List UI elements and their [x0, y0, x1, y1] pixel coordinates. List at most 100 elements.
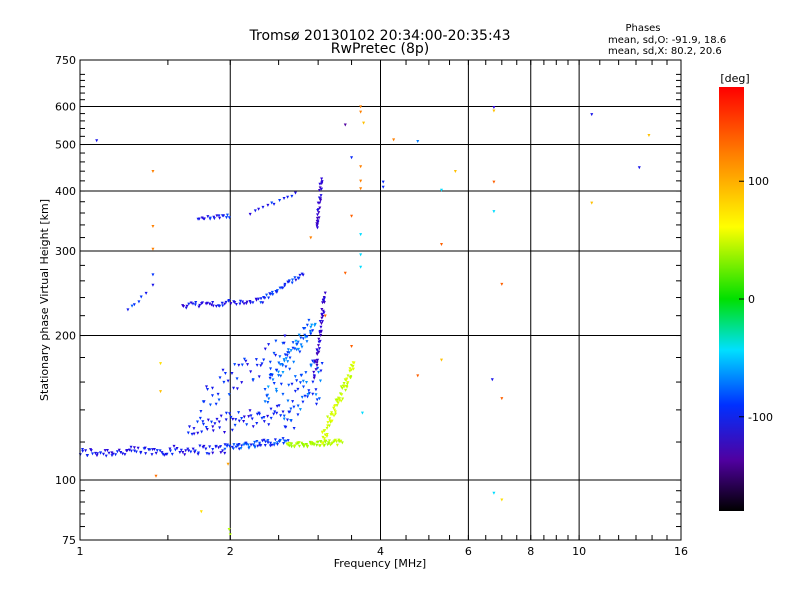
data-point	[305, 335, 309, 339]
data-point	[232, 443, 236, 447]
data-point	[319, 333, 323, 337]
data-point	[154, 474, 158, 478]
data-point	[269, 367, 273, 371]
data-point	[314, 368, 318, 372]
data-point	[325, 426, 329, 430]
data-point	[84, 449, 88, 453]
data-point	[323, 439, 327, 443]
data-point	[193, 449, 197, 453]
y-tick-label: 400	[55, 185, 76, 198]
data-point	[251, 301, 255, 305]
data-point	[191, 302, 195, 306]
x-tick-label: 16	[674, 545, 688, 558]
data-point	[255, 363, 259, 367]
data-point	[492, 210, 496, 214]
data-point	[327, 442, 331, 446]
data-point	[296, 404, 300, 408]
data-point	[266, 385, 270, 389]
data-point	[229, 415, 233, 419]
data-point	[311, 329, 315, 333]
data-point	[263, 296, 267, 300]
data-point	[196, 451, 200, 455]
data-point	[228, 533, 232, 537]
data-point	[270, 374, 274, 378]
x-tick-label: 4	[377, 545, 384, 558]
data-point	[237, 443, 241, 447]
data-point	[95, 454, 99, 458]
y-tick-label: 75	[62, 534, 76, 547]
data-point	[326, 421, 330, 425]
data-point	[223, 372, 227, 376]
data-point	[93, 451, 97, 455]
data-point	[253, 209, 257, 213]
data-point	[238, 302, 242, 306]
data-point	[289, 419, 293, 423]
data-point	[322, 429, 326, 433]
data-point	[247, 415, 251, 419]
data-point	[228, 444, 232, 448]
data-point	[281, 392, 285, 396]
data-point	[350, 214, 354, 218]
data-point	[182, 304, 186, 308]
data-point	[81, 449, 85, 453]
data-point	[222, 380, 226, 384]
data-point	[191, 447, 195, 451]
data-point	[202, 444, 206, 448]
data-point	[256, 297, 260, 301]
data-point	[130, 304, 134, 308]
data-point	[224, 411, 228, 415]
data-point	[359, 265, 363, 269]
data-point	[290, 382, 294, 386]
data-point	[144, 291, 148, 295]
chart-subtitle: RwPretec (8p)	[331, 41, 429, 57]
data-point	[228, 412, 232, 416]
data-point	[231, 447, 235, 451]
data-point	[323, 433, 327, 437]
data-point	[209, 420, 213, 424]
data-point	[305, 340, 309, 344]
data-point	[240, 417, 244, 421]
data-point	[269, 416, 273, 420]
data-point	[309, 325, 313, 329]
data-point	[224, 216, 228, 220]
data-point	[251, 425, 255, 429]
data-point	[283, 334, 287, 338]
data-point	[316, 213, 320, 217]
data-point	[285, 418, 289, 422]
data-point	[246, 443, 250, 447]
data-point	[206, 388, 210, 392]
data-point	[229, 302, 233, 306]
data-point	[290, 442, 294, 446]
data-point	[220, 301, 224, 305]
data-point	[279, 374, 283, 378]
data-point	[286, 360, 290, 364]
data-point	[151, 283, 155, 287]
data-point	[211, 304, 215, 308]
phases-heading: Phases	[625, 23, 660, 34]
data-point	[306, 444, 310, 448]
data-point	[150, 453, 154, 457]
data-point	[251, 378, 255, 382]
data-point	[242, 415, 246, 419]
data-point	[345, 382, 349, 386]
data-point	[238, 299, 242, 303]
data-point	[262, 438, 266, 442]
data-point	[281, 364, 285, 368]
data-point	[317, 211, 321, 215]
data-point	[232, 386, 236, 390]
data-point	[359, 110, 363, 114]
data-point	[268, 360, 272, 364]
data-point	[248, 212, 252, 216]
data-point	[158, 449, 162, 453]
data-point	[189, 301, 193, 305]
data-point	[440, 242, 444, 246]
data-point	[330, 442, 334, 446]
data-point	[295, 348, 299, 352]
data-point	[221, 368, 225, 372]
data-point	[206, 215, 210, 219]
data-point	[234, 445, 238, 449]
data-point	[317, 216, 321, 220]
data-point	[305, 380, 309, 384]
data-point	[213, 422, 217, 426]
data-point	[267, 296, 271, 300]
